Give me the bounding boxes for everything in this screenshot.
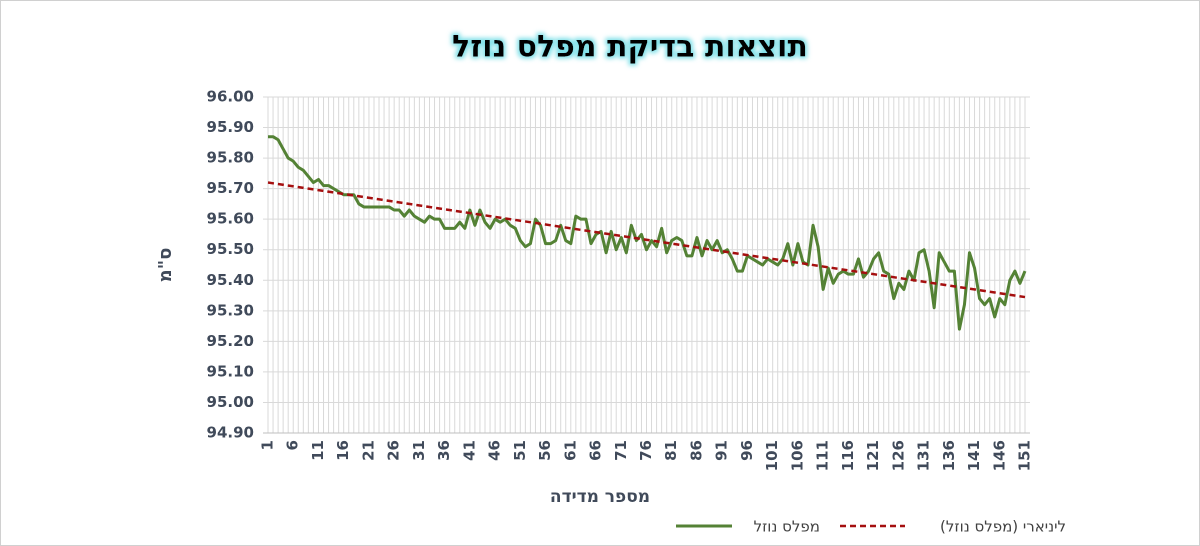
x-tick-label: 41 [460,440,478,461]
x-tick-label: 106 [788,440,806,471]
data-line [268,135,1027,331]
x-tick-label: 1 [259,440,277,450]
x-tick-label: 131 [915,440,933,471]
y-tick-label: 95.90 [207,118,254,136]
y-tick-label: 95.50 [207,240,254,258]
x-tick-label: 151 [1016,440,1034,471]
x-tick-label: 146 [990,440,1008,471]
trendline [267,181,1026,299]
x-tick-label: 26 [385,440,403,461]
x-tick-label: 101 [763,440,781,471]
x-tick-label: 21 [359,440,377,461]
x-tick-label: 86 [687,440,705,461]
x-tick-label: 46 [486,440,504,461]
x-tick-label: 91 [713,440,731,461]
y-tick-label: 95.40 [207,271,254,289]
y-tick-label: 95.60 [207,210,254,228]
x-tick-label: 81 [662,440,680,461]
x-tick-label: 56 [536,440,554,461]
x-tick-label: 141 [965,440,983,471]
x-tick-label: 66 [587,440,605,461]
x-tick-label: 16 [334,440,352,461]
x-tick-label: 116 [839,440,857,471]
x-tick-label: 126 [889,440,907,471]
x-tick-label: 36 [435,440,453,461]
y-axis-title: ס"מ [155,248,176,283]
x-tick-label: 76 [637,440,655,461]
chart-title: תוצאות בדיקת מפלס נוזל [452,30,808,65]
x-tick-label: 31 [410,440,428,461]
x-tick-label: 96 [738,440,756,461]
x-axis-title: מספר מדידה [550,487,650,507]
y-tick-label: 95.20 [207,332,254,350]
x-tick-label: 121 [864,440,882,471]
legend-label: מפלס נוזל [754,518,820,536]
y-tick-label: 95.30 [207,301,254,319]
y-tick-label: 95.80 [207,149,254,167]
y-tick-label: 94.90 [207,424,254,442]
x-tick-label: 71 [612,440,630,461]
y-tick-label: 96.00 [207,88,254,106]
legend-label: ליניארי (מפלס נוזל) [940,518,1066,536]
y-tick-label: 95.70 [207,179,254,197]
x-tick-label: 136 [940,440,958,471]
x-tick-label: 61 [561,440,579,461]
x-tick-label: 11 [309,440,327,461]
x-tick-label: 6 [284,440,302,450]
y-tick-label: 95.10 [207,362,254,380]
x-tick-label: 111 [814,440,832,471]
x-tick-label: 51 [511,440,529,461]
y-tick-label: 95.00 [207,393,254,411]
